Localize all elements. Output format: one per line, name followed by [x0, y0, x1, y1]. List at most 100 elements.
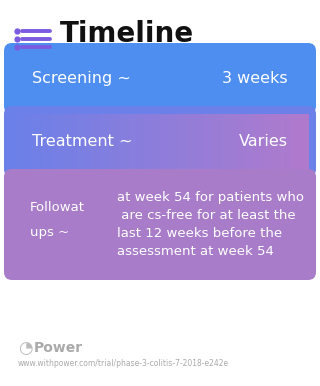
Bar [237, 114, 240, 169]
FancyBboxPatch shape [4, 169, 316, 280]
Bar [157, 114, 161, 169]
Bar [178, 114, 181, 169]
Bar [228, 114, 232, 169]
Bar [42, 114, 45, 169]
Bar [110, 114, 113, 169]
Bar [27, 114, 30, 169]
Bar [136, 114, 140, 169]
Bar [133, 114, 137, 169]
Bar [287, 114, 291, 169]
Bar [172, 114, 175, 169]
Bar [234, 114, 237, 169]
Bar [293, 114, 297, 169]
Bar [113, 114, 116, 169]
Bar [131, 114, 134, 169]
Text: Varies: Varies [239, 134, 288, 149]
Bar [296, 114, 300, 169]
Bar [222, 114, 226, 169]
Bar [231, 114, 235, 169]
Bar [122, 114, 125, 169]
Bar [68, 114, 72, 169]
Bar [273, 114, 276, 169]
Bar [240, 114, 244, 169]
Bar [252, 114, 255, 169]
Bar [104, 114, 107, 169]
Text: Timeline: Timeline [60, 20, 194, 48]
Bar [151, 114, 155, 169]
Bar [189, 114, 193, 169]
Bar [116, 114, 119, 169]
Bar [290, 114, 294, 169]
Bar [154, 114, 157, 169]
Bar [56, 114, 60, 169]
Bar [30, 114, 33, 169]
Bar [12, 114, 15, 169]
Bar [145, 114, 149, 169]
Bar [77, 114, 81, 169]
Bar [267, 114, 270, 169]
Bar [83, 114, 86, 169]
Bar [305, 114, 308, 169]
Bar [302, 114, 306, 169]
Bar [65, 114, 69, 169]
Bar [24, 114, 27, 169]
Bar [148, 114, 152, 169]
Bar [202, 114, 205, 169]
Bar [249, 114, 252, 169]
Bar [216, 114, 220, 169]
Bar [166, 114, 169, 169]
FancyBboxPatch shape [4, 106, 316, 177]
Bar [278, 114, 282, 169]
Bar [175, 114, 178, 169]
Bar [207, 114, 211, 169]
Bar [258, 114, 261, 169]
Bar [246, 114, 249, 169]
Bar [204, 114, 208, 169]
Bar [33, 114, 36, 169]
Bar [89, 114, 92, 169]
Bar [184, 114, 187, 169]
Bar [53, 114, 57, 169]
Bar [243, 114, 246, 169]
Text: at week 54 for patients who
 are cs-free for at least the
last 12 weeks before t: at week 54 for patients who are cs-free … [117, 191, 304, 258]
Bar [187, 114, 190, 169]
Bar [44, 114, 48, 169]
Bar [127, 114, 131, 169]
Bar [260, 114, 264, 169]
Bar [86, 114, 90, 169]
Bar [119, 114, 122, 169]
Bar [18, 114, 21, 169]
Bar [21, 114, 24, 169]
Bar [169, 114, 172, 169]
Bar [71, 114, 75, 169]
Bar [160, 114, 164, 169]
Text: www.withpower.com/trial/phase-3-colitis-7-2018-e242e: www.withpower.com/trial/phase-3-colitis-… [18, 359, 229, 369]
Bar [124, 114, 128, 169]
Bar [210, 114, 214, 169]
Bar [276, 114, 279, 169]
Bar [101, 114, 104, 169]
Text: Power: Power [34, 341, 83, 355]
Bar [198, 114, 202, 169]
Text: ups ~: ups ~ [30, 225, 69, 239]
Text: Followat: Followat [30, 201, 85, 214]
Bar [60, 114, 63, 169]
Bar [264, 114, 267, 169]
Bar [74, 114, 78, 169]
Bar [255, 114, 258, 169]
Bar [213, 114, 217, 169]
Bar [139, 114, 143, 169]
Bar [51, 114, 54, 169]
Text: Treatment ~: Treatment ~ [32, 134, 132, 149]
Text: ◔: ◔ [18, 339, 33, 357]
Text: Screening ~: Screening ~ [32, 71, 131, 86]
Bar [284, 114, 288, 169]
Text: 3 weeks: 3 weeks [222, 71, 288, 86]
Bar [269, 114, 273, 169]
Bar [181, 114, 184, 169]
Bar [15, 114, 19, 169]
Bar [193, 114, 196, 169]
Bar [92, 114, 95, 169]
Bar [47, 114, 51, 169]
Bar [62, 114, 66, 169]
